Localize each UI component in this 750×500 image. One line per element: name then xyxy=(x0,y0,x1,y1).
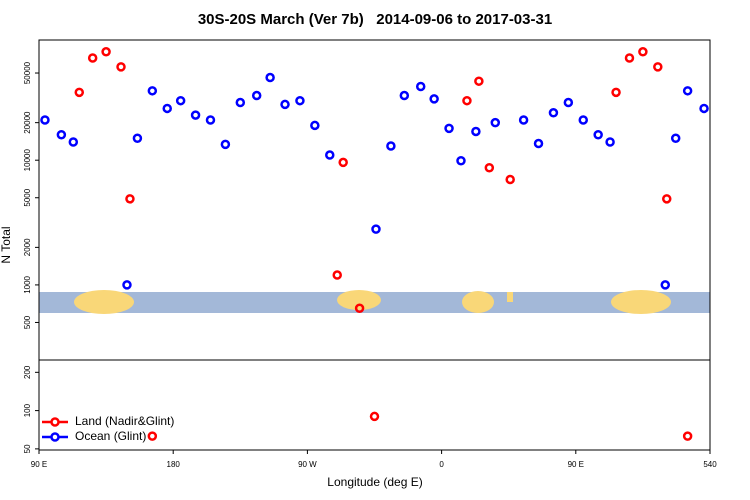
point xyxy=(593,129,603,140)
point xyxy=(162,103,172,114)
point xyxy=(125,194,135,204)
point xyxy=(699,103,709,114)
y-tick-label: 5000 xyxy=(23,188,32,206)
point xyxy=(563,97,574,108)
point xyxy=(354,303,365,313)
point xyxy=(371,224,381,234)
point xyxy=(662,194,672,204)
y-tick-label: 500 xyxy=(23,315,32,329)
point xyxy=(682,86,693,96)
point xyxy=(490,117,501,128)
point xyxy=(265,72,275,83)
legend-marker xyxy=(50,432,60,442)
point xyxy=(68,137,79,147)
point xyxy=(295,95,305,106)
point xyxy=(325,150,335,160)
y-tick-label: 1000 xyxy=(23,275,32,293)
point xyxy=(456,155,466,166)
x-tick-label: 90 E xyxy=(31,460,47,469)
point xyxy=(369,411,380,422)
legend-label: Land (Nadir&Glint) xyxy=(75,414,174,428)
plot-frame xyxy=(38,39,711,451)
point xyxy=(660,280,671,290)
point xyxy=(533,138,544,149)
point xyxy=(175,95,186,106)
y-tick-label: 50000 xyxy=(23,61,32,84)
point xyxy=(386,141,396,151)
point xyxy=(310,120,320,131)
y-tick-label: 200 xyxy=(23,365,32,379)
point xyxy=(190,110,201,120)
point xyxy=(122,280,132,290)
point xyxy=(484,162,495,173)
point xyxy=(101,47,111,57)
point xyxy=(462,95,472,106)
point xyxy=(74,87,85,98)
point xyxy=(653,62,663,72)
legend-marker xyxy=(50,417,60,427)
point xyxy=(611,87,621,98)
point xyxy=(518,115,529,125)
point xyxy=(205,115,216,125)
y-axis-label: N Total xyxy=(0,226,13,263)
y-tick-label: 20000 xyxy=(23,111,32,134)
point xyxy=(638,47,648,57)
y-tick-label: 50 xyxy=(23,444,32,453)
point xyxy=(56,129,67,140)
y-tick-label: 100 xyxy=(23,403,32,417)
point xyxy=(471,126,481,137)
land-shape xyxy=(74,290,134,314)
point xyxy=(132,133,143,143)
point xyxy=(429,94,439,104)
map-strip xyxy=(39,290,710,314)
point xyxy=(251,90,262,101)
point xyxy=(87,53,98,63)
point xyxy=(605,137,615,147)
point xyxy=(332,270,342,280)
land-shape xyxy=(462,291,494,313)
point xyxy=(578,115,589,125)
point xyxy=(235,97,246,108)
x-tick-label: 90 W xyxy=(298,460,317,469)
x-tick-label: 180 xyxy=(167,460,181,469)
point xyxy=(116,62,126,72)
point xyxy=(147,431,158,441)
x-tick-label: 90 E xyxy=(568,460,584,469)
point xyxy=(399,90,410,101)
chart-title: 30S-20S March (Ver 7b) 2014-09-06 to 201… xyxy=(198,11,552,28)
land-shape xyxy=(507,292,513,302)
land-shape xyxy=(337,290,381,310)
point xyxy=(670,133,681,143)
point xyxy=(505,174,515,185)
x-axis-label: Longitude (deg E) xyxy=(327,475,422,489)
point xyxy=(444,123,454,134)
point xyxy=(474,76,484,86)
point xyxy=(338,157,348,168)
point xyxy=(415,81,426,92)
point xyxy=(147,86,158,96)
x-tick-label: 0 xyxy=(439,460,444,469)
point xyxy=(624,53,635,63)
point xyxy=(40,115,50,125)
y-tick-label: 10000 xyxy=(23,149,32,172)
point xyxy=(548,108,559,118)
x-tick-label: 540 xyxy=(703,460,717,469)
point xyxy=(280,99,290,110)
point xyxy=(682,431,693,441)
land-shape xyxy=(611,290,671,314)
point xyxy=(220,139,231,150)
legend-label: Ocean (Glint) xyxy=(75,429,146,443)
y-tick-label: 2000 xyxy=(23,238,32,256)
